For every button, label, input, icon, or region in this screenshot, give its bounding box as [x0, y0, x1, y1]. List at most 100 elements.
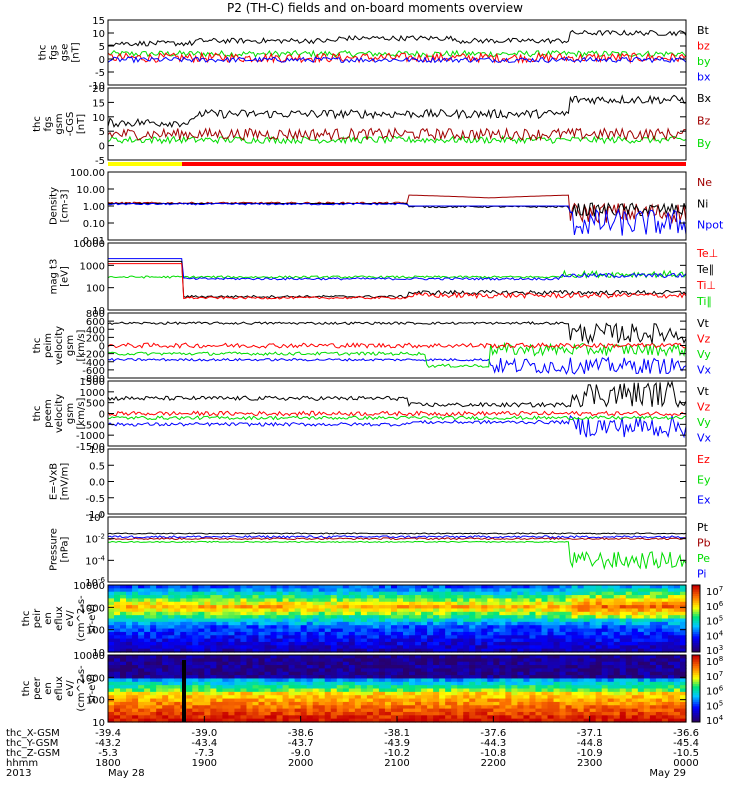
- peer-eflux-cell: [463, 711, 470, 716]
- peer-eflux-cell: [378, 688, 386, 693]
- peir-eflux-cell: [415, 645, 422, 650]
- peir-eflux-cell: [589, 588, 597, 593]
- peer-eflux-cell: [354, 701, 362, 706]
- peer-eflux-cell: [655, 698, 663, 703]
- peir-eflux-cell: [649, 641, 657, 646]
- peer-eflux-cell: [613, 708, 621, 713]
- peir-eflux-cell: [390, 645, 398, 650]
- peir-eflux-cell: [589, 648, 597, 653]
- peer-eflux-cell: [529, 681, 537, 686]
- peir-eflux-cell: [499, 588, 506, 593]
- peir-eflux-cell: [601, 588, 609, 593]
- peer-eflux-cell: [529, 695, 537, 700]
- peer-eflux-cell: [360, 671, 368, 676]
- peir-eflux-tick-label: 10: [92, 648, 105, 659]
- peer-eflux-cell: [655, 671, 663, 676]
- peir-eflux-cell: [174, 595, 181, 599]
- peer-eflux-cell: [463, 671, 470, 676]
- peir-eflux-cell: [631, 585, 639, 589]
- peer-eflux-cell: [162, 681, 169, 686]
- peir-eflux-cell: [354, 585, 362, 589]
- peir-eflux-cell: [372, 591, 380, 596]
- peir-eflux-cell: [577, 611, 585, 616]
- peer-eflux-cell: [523, 708, 531, 713]
- peer-eflux-cell: [150, 668, 157, 673]
- peer-eflux-gap: [182, 660, 186, 722]
- peir-eflux-cell: [258, 591, 266, 596]
- peer-eflux-cell: [445, 675, 452, 680]
- peir-eflux-colorbar-cell: [692, 645, 700, 649]
- peer-eflux-cell: [378, 655, 386, 659]
- peer-eflux-cell: [469, 705, 476, 710]
- peir-eflux-cell: [318, 608, 326, 613]
- peir-eflux-cell: [625, 601, 633, 606]
- peer-eflux-cell: [403, 658, 410, 663]
- peer-eflux-cell: [294, 711, 302, 716]
- peir-eflux-colorbar-cell: [692, 596, 700, 599]
- peir-eflux-cell: [463, 648, 470, 653]
- peir-eflux-cell: [613, 638, 621, 643]
- peer-eflux-cell: [312, 708, 320, 713]
- peir-eflux-cell: [469, 641, 476, 646]
- temperature-legend-Ti⊥: Ti⊥: [696, 279, 716, 292]
- peir-eflux-cell: [535, 591, 543, 596]
- peir-eflux-cell: [397, 618, 404, 623]
- peir-eflux-cell: [306, 615, 314, 620]
- peer-eflux-cell: [595, 698, 603, 703]
- peer-eflux-cell: [613, 698, 621, 703]
- peir-eflux-cell: [439, 628, 446, 633]
- peir-eflux-cell: [324, 628, 332, 633]
- peer-eflux-cell: [150, 695, 157, 700]
- peir-eflux-cell: [336, 618, 344, 623]
- peir-eflux-cell: [204, 605, 211, 610]
- peir-eflux-cell: [300, 605, 308, 610]
- peer-eflux-cell: [649, 691, 657, 696]
- peer-eflux-cell: [409, 705, 416, 710]
- peir-eflux-cell: [204, 618, 211, 623]
- peer-eflux-cell: [619, 671, 627, 676]
- peer-eflux-cell: [469, 688, 476, 693]
- peer-eflux-cell: [108, 711, 115, 716]
- peer-eflux-cell: [126, 698, 133, 703]
- peer-eflux-cell: [234, 665, 242, 669]
- peir-eflux-cell: [366, 641, 374, 646]
- peer-eflux-cell: [384, 698, 392, 703]
- peer-eflux-cell: [397, 671, 404, 676]
- fgs-gse-bz: [107, 51, 687, 65]
- peer-eflux-cell: [493, 691, 500, 696]
- peir-eflux-cell: [571, 621, 579, 626]
- peir-eflux-cell: [186, 625, 193, 630]
- peir-eflux-cell: [451, 641, 458, 646]
- peir-eflux-colorbar-cell: [692, 643, 700, 646]
- peir-eflux-cell: [282, 591, 290, 596]
- peir-eflux-cell: [132, 608, 139, 613]
- peir-eflux-cell: [120, 615, 127, 620]
- peir-eflux-cell: [168, 645, 175, 650]
- peer-eflux-cell: [288, 675, 296, 680]
- peir-eflux-cell: [601, 635, 609, 640]
- peer-eflux-cell: [336, 665, 344, 669]
- peer-eflux-cell: [198, 675, 205, 680]
- peir-eflux-cell: [378, 621, 386, 626]
- peer-eflux-cell: [589, 661, 597, 666]
- peir-eflux-cell: [360, 621, 368, 626]
- peer-eflux-cell: [565, 715, 573, 720]
- peer-eflux-cell: [535, 691, 543, 696]
- peir-eflux-cell: [427, 618, 434, 623]
- peer-eflux-cell: [655, 701, 663, 706]
- peir-eflux-cell: [324, 648, 332, 653]
- peir-eflux-cell: [397, 648, 404, 653]
- peir-eflux-cell: [451, 621, 458, 626]
- peir-eflux-cell: [360, 611, 368, 616]
- peir-eflux-cell: [421, 591, 428, 596]
- peer-eflux-cell: [589, 691, 597, 696]
- peer-eflux-cell: [234, 715, 242, 720]
- peir-eflux-cell: [535, 641, 543, 646]
- peim-velocity-ylabel-line: [km/s]: [76, 329, 87, 361]
- peir-eflux-cell: [679, 585, 687, 589]
- peir-eflux-cell: [415, 638, 422, 643]
- peer-eflux-cell: [144, 718, 151, 723]
- peir-eflux-cell: [156, 638, 163, 643]
- peir-eflux-cell: [156, 595, 163, 599]
- peer-eflux-cell: [481, 658, 488, 663]
